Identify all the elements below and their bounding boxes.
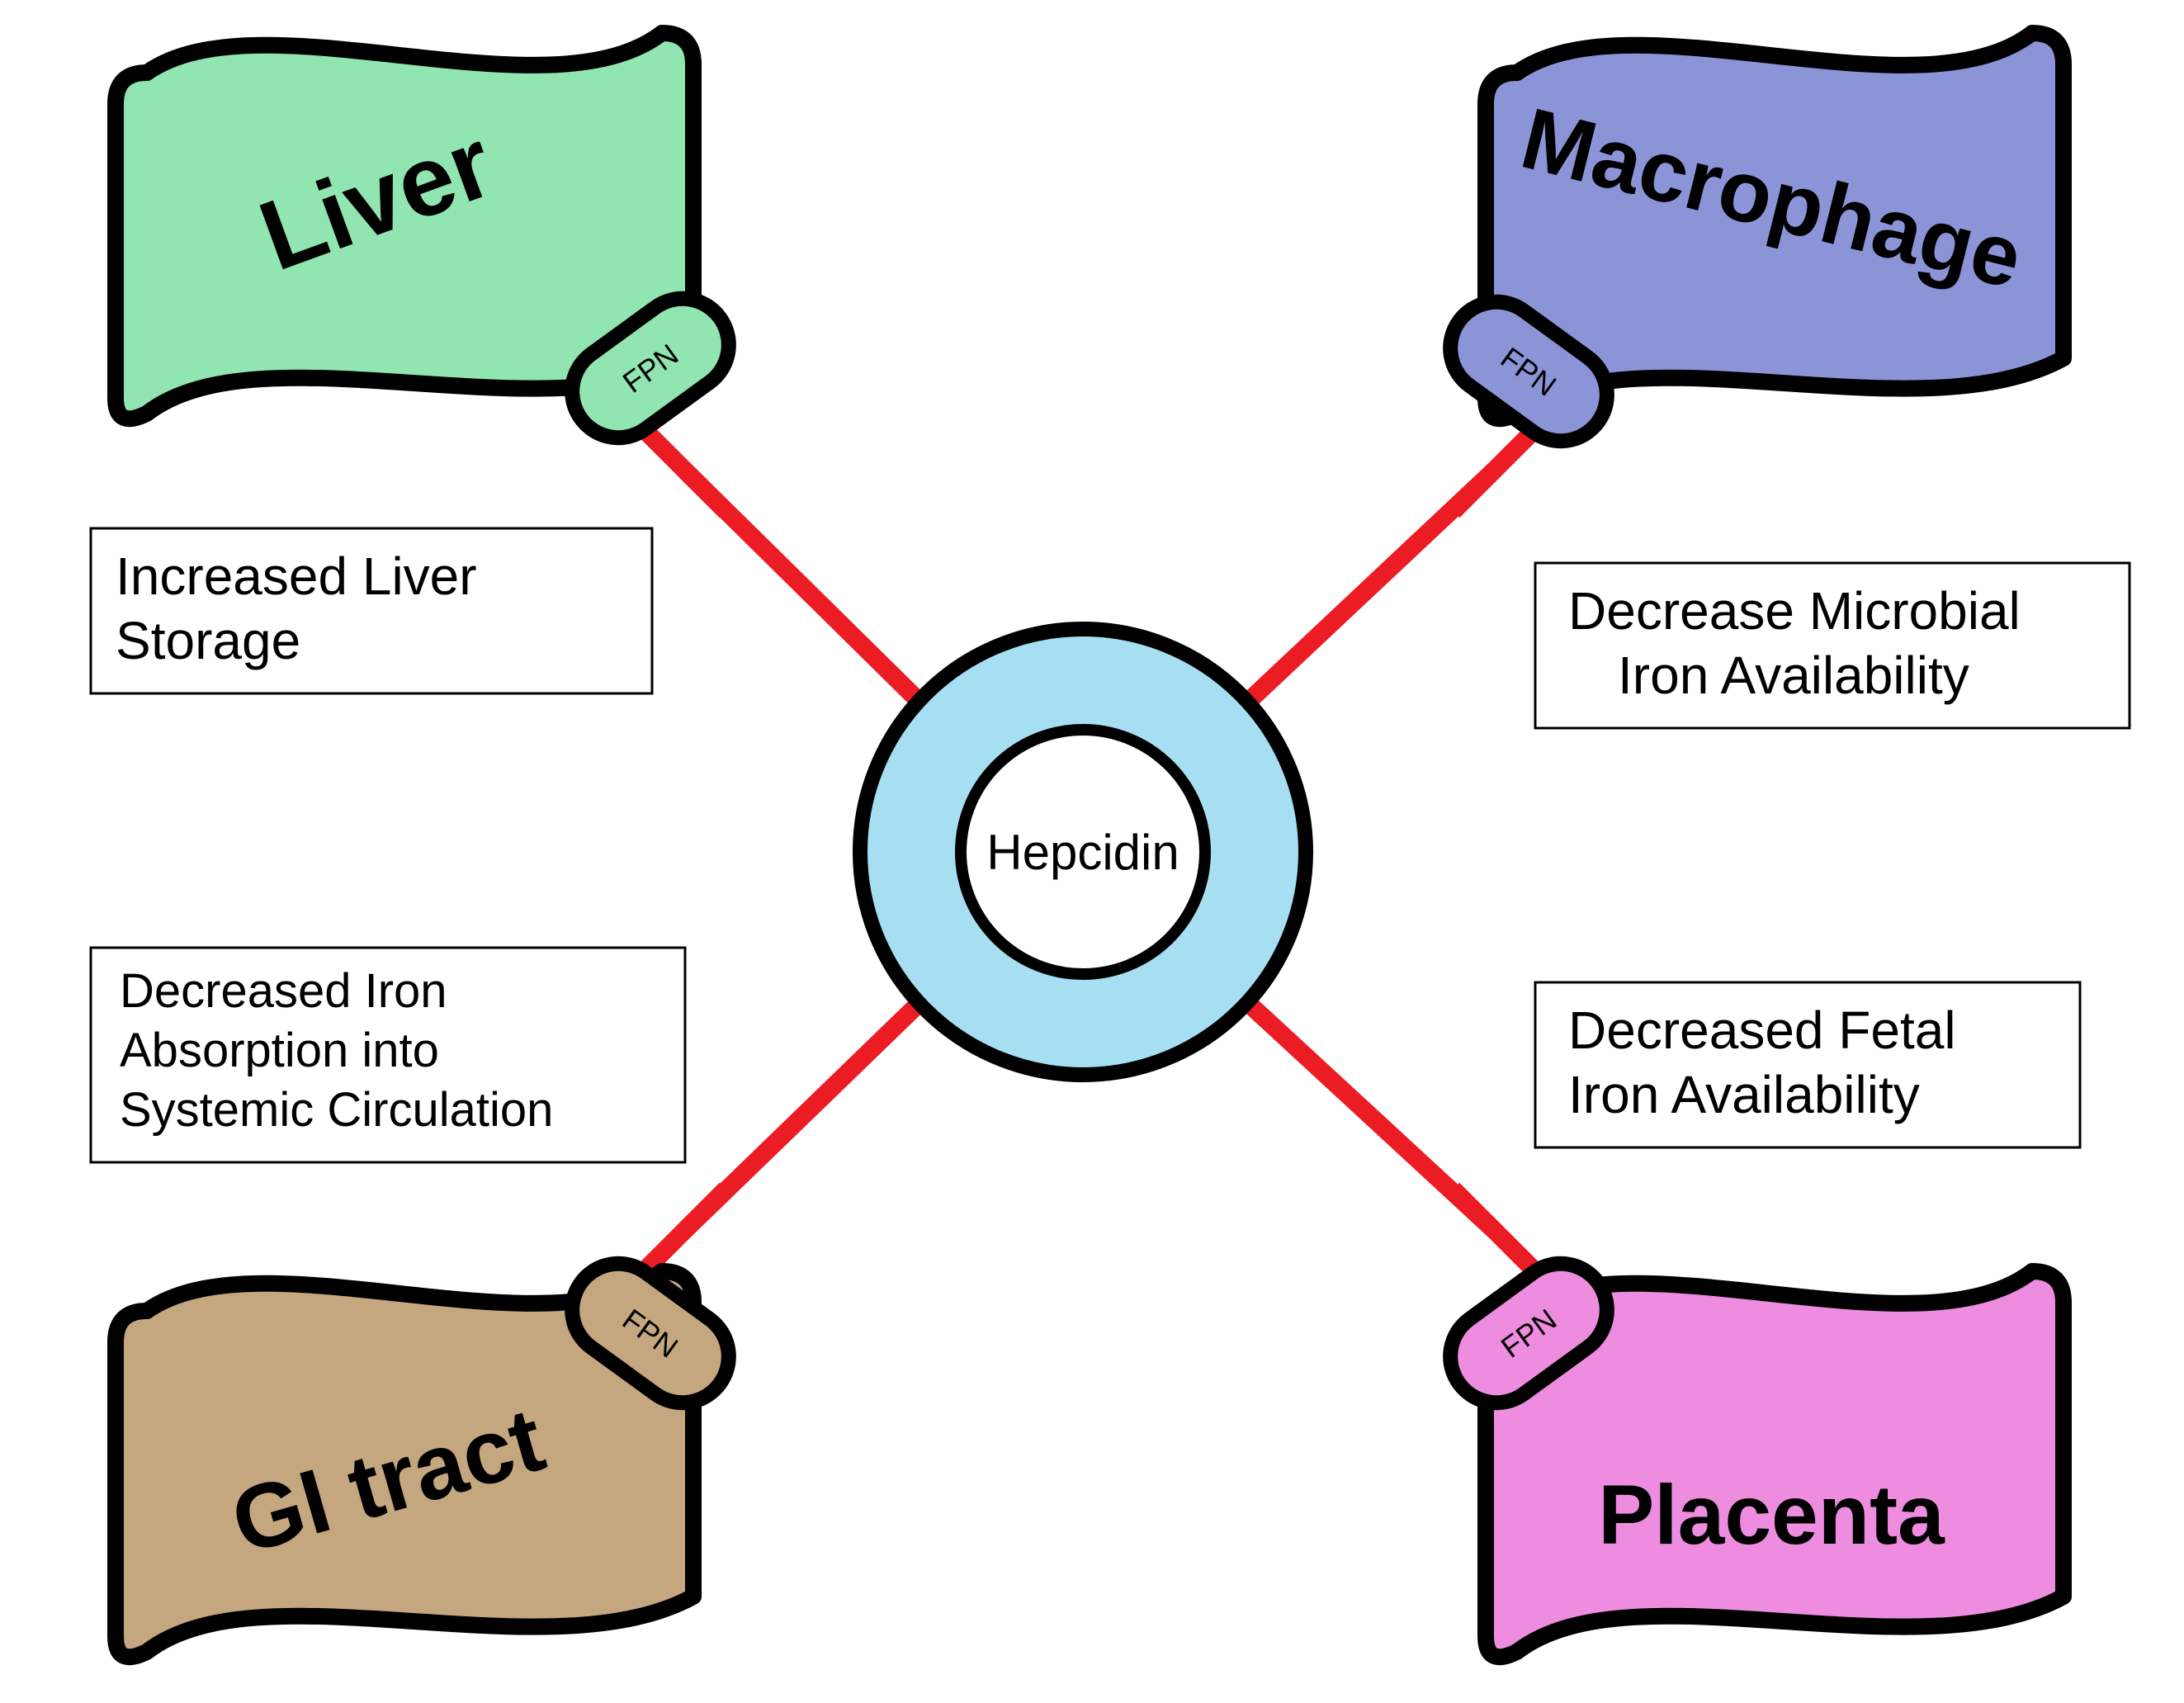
effect-label-line: Storage [116, 611, 300, 670]
node-gi: GI tractFPNDecreased IronAbsorption into… [91, 948, 747, 1657]
effect-label-line: Systemic Circulation [120, 1083, 553, 1137]
organ-label-placenta: Placenta [1598, 1468, 1945, 1562]
node-liver: LiverFPNIncreased LiverStorage [91, 33, 747, 693]
node-macrophage: MacrophageFPNDecrease MicrobialIron Avai… [1432, 33, 2130, 728]
effect-label-line: Increased Liver [116, 546, 477, 606]
effect-label-line: Absorption into [120, 1024, 439, 1077]
effect-label-line: Iron Availability [1568, 1065, 1920, 1124]
center-label: Hepcidin [986, 825, 1179, 880]
effect-label-line: Iron Availability [1618, 646, 1969, 705]
effect-label-line: Decreased Iron [120, 964, 447, 1018]
hepcidin-diagram: LiverFPNIncreased LiverStorage Macrophage… [0, 0, 2184, 1703]
effect-label-line: Decrease Microbial [1568, 581, 2021, 641]
center-hepcidin: Hepcidin [860, 629, 1306, 1075]
effect-label-line: Decreased Fetal [1568, 1001, 1956, 1060]
